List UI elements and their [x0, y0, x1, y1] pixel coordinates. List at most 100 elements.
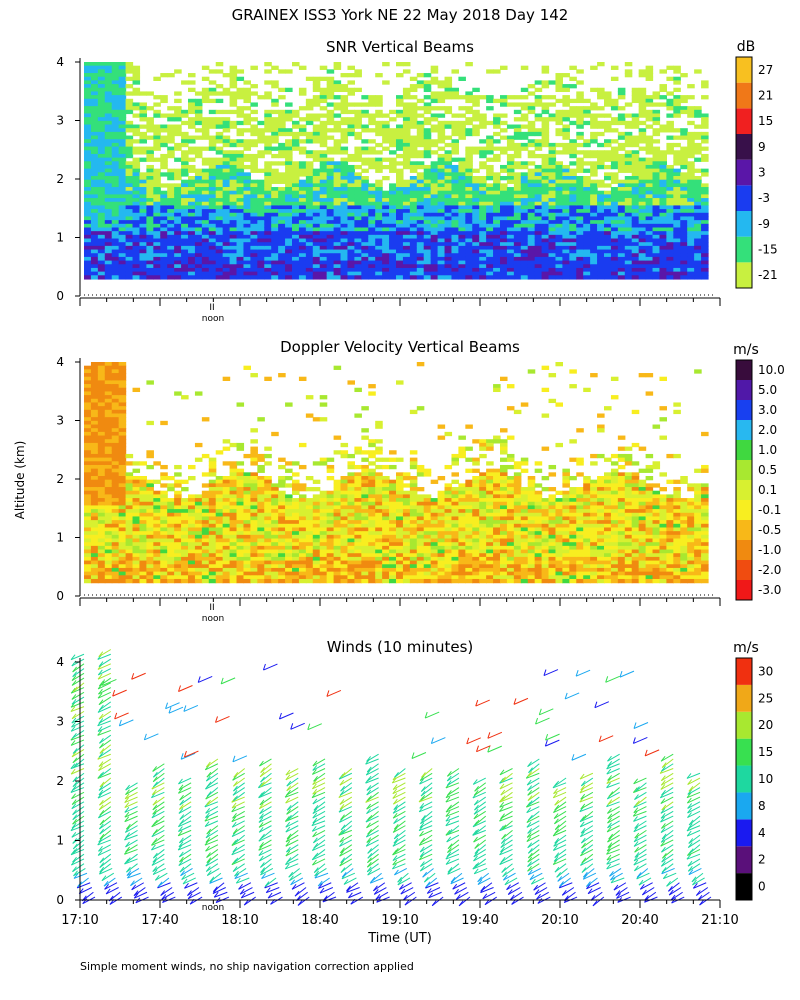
- snr-cell: [104, 164, 113, 170]
- snr-cell: [125, 62, 134, 67]
- snr-cell: [416, 124, 425, 129]
- snr-cell: [194, 194, 203, 199]
- snr-cell: [416, 128, 425, 133]
- doppler-cell: [97, 575, 106, 580]
- snr-cell: [97, 201, 106, 207]
- snr-cell: [402, 201, 411, 207]
- snr-cell: [298, 223, 307, 229]
- snr-cell: [500, 212, 508, 218]
- snr-cell: [423, 264, 432, 269]
- snr-cell: [146, 256, 154, 262]
- snr-cell: [472, 131, 480, 137]
- snr-cell: [264, 117, 272, 122]
- snr-cell: [645, 102, 654, 107]
- doppler-cell: [146, 553, 154, 558]
- doppler-cell: [90, 442, 99, 448]
- snr-cell: [174, 264, 182, 269]
- snr-cell: [402, 260, 411, 265]
- doppler-cell: [222, 523, 231, 529]
- doppler-cell: [97, 417, 106, 422]
- snr-cell: [416, 113, 425, 118]
- snr-cell: [278, 212, 286, 218]
- doppler-cell: [84, 395, 92, 400]
- snr-cell: [347, 216, 355, 221]
- snr-cell: [569, 190, 577, 195]
- snr-cell: [298, 65, 307, 70]
- doppler-cell: [153, 567, 161, 573]
- snr-cell: [666, 172, 674, 177]
- doppler-cell: [188, 512, 196, 518]
- doppler-cell: [111, 505, 120, 510]
- snr-cell: [236, 234, 245, 240]
- snr-cell: [520, 113, 529, 118]
- snr-cell: [548, 267, 557, 273]
- doppler-cell: [111, 391, 120, 396]
- snr-cell: [576, 256, 584, 262]
- snr-cell: [548, 249, 557, 254]
- snr-cell: [257, 242, 265, 247]
- snr-cell: [396, 95, 404, 100]
- doppler-cell: [181, 549, 189, 554]
- snr-cell: [305, 198, 314, 203]
- snr-cell: [423, 176, 432, 181]
- doppler-cell: [97, 516, 106, 521]
- snr-cell: [167, 135, 175, 140]
- snr-cell: [396, 187, 404, 192]
- snr-cell: [451, 198, 459, 203]
- snr-cell: [430, 194, 439, 199]
- snr-cell: [201, 231, 210, 236]
- snr-cell: [208, 187, 217, 192]
- snr-cell: [590, 275, 598, 280]
- snr-cell: [451, 201, 459, 207]
- snr-cell: [659, 264, 667, 269]
- snr-cell: [576, 216, 584, 221]
- snr-cell: [250, 157, 258, 162]
- snr-cell: [444, 76, 453, 81]
- snr-cell: [278, 205, 286, 210]
- doppler-cell: [146, 560, 154, 565]
- doppler-cell: [84, 564, 92, 569]
- snr-cell: [146, 212, 154, 218]
- snr-cell: [181, 264, 189, 269]
- doppler-cell: [111, 512, 120, 518]
- doppler-cell: [97, 476, 106, 481]
- snr-cell: [375, 260, 383, 265]
- snr-cell: [125, 212, 134, 218]
- snr-cell: [375, 220, 383, 225]
- snr-cell: [125, 109, 134, 115]
- doppler-cell: [90, 395, 99, 400]
- snr-cell: [645, 227, 654, 232]
- snr-cell: [604, 242, 612, 247]
- doppler-cell: [222, 512, 231, 518]
- snr-cell: [389, 117, 397, 122]
- doppler-cell: [188, 556, 196, 562]
- snr-cell: [181, 275, 189, 280]
- snr-cell: [409, 212, 418, 218]
- snr-cell: [319, 227, 328, 232]
- doppler-cell: [208, 567, 217, 573]
- snr-cell: [354, 242, 362, 247]
- snr-cell: [402, 91, 411, 96]
- doppler-cell: [118, 413, 127, 418]
- snr-cell: [409, 205, 418, 210]
- snr-cell: [416, 201, 425, 207]
- snr-cell: [278, 256, 286, 262]
- snr-cell: [278, 201, 286, 207]
- snr-cell: [347, 102, 355, 107]
- snr-cell: [527, 190, 536, 195]
- snr-cell: [340, 179, 349, 184]
- snr-cell: [423, 220, 432, 225]
- doppler-cell: [201, 538, 210, 543]
- snr-cell: [555, 271, 563, 276]
- snr-cell: [181, 271, 189, 276]
- snr-cell: [194, 209, 203, 214]
- snr-cell: [167, 106, 175, 111]
- snr-cell: [305, 231, 314, 236]
- snr-cell: [597, 150, 605, 155]
- snr-cell: [333, 120, 342, 126]
- snr-cell: [701, 220, 709, 225]
- snr-cell: [243, 190, 251, 195]
- snr-cell: [479, 223, 487, 229]
- doppler-cell: [250, 428, 258, 433]
- snr-cell: [340, 245, 349, 251]
